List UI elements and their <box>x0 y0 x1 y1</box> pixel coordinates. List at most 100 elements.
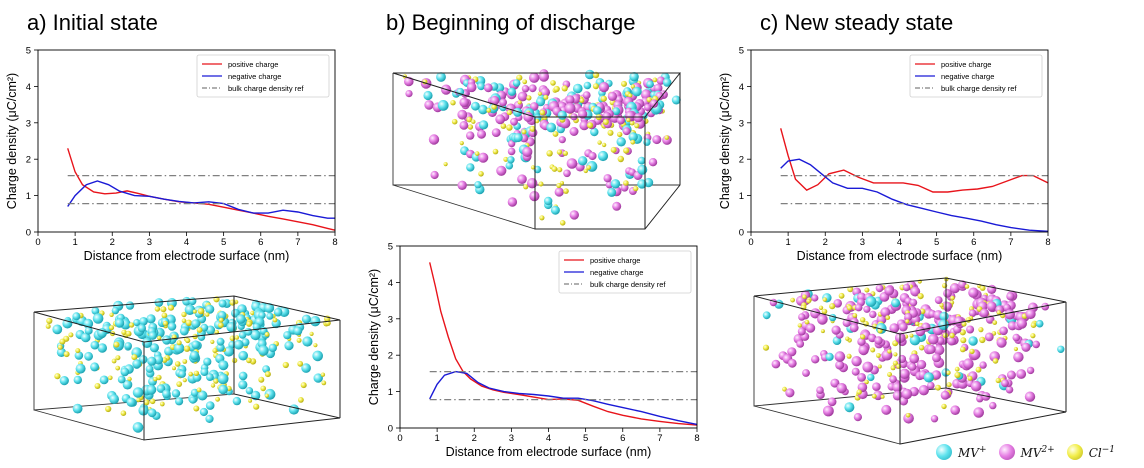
cl-particle <box>210 383 216 388</box>
mv-plus-particle <box>1057 345 1065 353</box>
mv-plus-particle <box>662 78 672 87</box>
mv-2plus-particle <box>483 83 493 93</box>
cl-particle <box>821 308 828 315</box>
mv-plus-particle <box>628 132 638 142</box>
mv-2plus-particle <box>457 109 468 120</box>
cl-particle <box>602 119 609 125</box>
cl-particle <box>450 100 456 106</box>
mv-2plus-particle <box>947 336 956 346</box>
mv-plus-particle <box>610 179 621 189</box>
mv-2plus-particle <box>943 301 952 311</box>
mv-2plus-particle <box>916 359 927 370</box>
mv-plus-particle <box>218 360 229 371</box>
cl-particle <box>506 124 513 131</box>
mv-plus-particle <box>544 196 553 206</box>
cl-particle <box>193 405 200 412</box>
y-tick-label: 4 <box>739 82 744 93</box>
mv-plus-particle <box>478 104 488 115</box>
mv-2plus-particle <box>1004 309 1015 320</box>
cl-particle <box>181 311 187 318</box>
cl-particle <box>131 354 138 361</box>
cl-particle <box>253 403 260 410</box>
y-tick-label: 2 <box>26 155 31 166</box>
cl-particle <box>586 165 592 170</box>
x-tick-label: 6 <box>971 237 976 248</box>
mv-plus-particle <box>546 122 557 133</box>
mv-plus-particle <box>197 333 206 341</box>
mv-2plus-particle <box>908 362 917 371</box>
y-axis-label: Charge density (μC/cm²) <box>718 73 732 209</box>
cl-particle <box>192 309 197 314</box>
mv-2plus-particle <box>872 382 881 391</box>
cl-particle <box>559 220 566 226</box>
mv-plus-particle <box>643 138 651 146</box>
cl-particle <box>845 336 850 341</box>
cl-particle <box>542 115 548 121</box>
mv-2plus-particle <box>405 90 413 98</box>
cl-particle <box>838 292 845 299</box>
mv-plus-particle <box>258 345 269 356</box>
cl-particle <box>829 303 836 310</box>
cl-particle <box>965 317 972 323</box>
x-tick-label: 7 <box>657 433 662 444</box>
cl-particle <box>634 123 640 129</box>
mv-plus-particle <box>585 69 595 80</box>
mv-2plus-particle <box>909 298 918 307</box>
mv-2plus-particle <box>588 151 597 161</box>
cl-particle <box>539 109 546 116</box>
cl-particle <box>552 131 559 137</box>
cl-particle <box>885 315 891 320</box>
cl-particle <box>563 188 569 194</box>
cl-particle <box>538 181 544 187</box>
x-axis-label: Distance from electrode surface (nm) <box>84 249 290 263</box>
mv-2plus-particle <box>1032 340 1040 349</box>
cl-particle <box>905 319 910 324</box>
cl-particle <box>182 359 188 364</box>
mv-2plus-particle <box>827 397 837 407</box>
mv-plus-particle <box>146 384 157 395</box>
mv-2plus-particle <box>930 415 939 423</box>
mv-2plus-particle <box>653 83 663 93</box>
mv-plus-particle <box>535 97 546 107</box>
cl-particle <box>167 304 175 311</box>
mv-plus-particle <box>865 296 877 307</box>
mv-plus-particle <box>125 301 135 310</box>
y-tick-label: 5 <box>26 46 31 57</box>
cl-particle <box>583 168 588 174</box>
cl-particle <box>880 394 885 399</box>
mv-plus-particle <box>52 324 63 335</box>
cl-particle <box>1030 333 1036 339</box>
cl-particle <box>797 323 802 328</box>
mv-plus-particle <box>436 72 446 82</box>
mv-plus-particle <box>590 127 599 137</box>
cl-particle <box>205 312 210 317</box>
mv-plus-particle <box>867 373 875 382</box>
cl-particle <box>890 365 896 371</box>
mv-plus-particle <box>182 296 192 306</box>
mv-2plus-particle <box>979 361 987 369</box>
mv-plus-particle <box>217 310 227 320</box>
cl-particle <box>188 371 193 377</box>
cl-particle <box>964 284 970 289</box>
mv-2plus-particle <box>490 95 500 106</box>
mv-2plus-particle <box>620 183 629 192</box>
mv-2plus-particle <box>428 134 440 145</box>
mv-2plus-particle <box>849 323 859 333</box>
mv-plus-particle <box>156 384 166 393</box>
x-tick-label: 1 <box>72 237 77 248</box>
mv-plus-particle <box>236 314 246 324</box>
mv-plus-particle <box>72 403 83 414</box>
mv-plus-particle <box>132 387 144 398</box>
cl-particle <box>539 215 545 221</box>
mv-2plus-particle <box>478 152 489 163</box>
mv-2plus-particle <box>904 313 913 321</box>
cl-particle <box>969 348 975 355</box>
cl-particle <box>105 405 112 413</box>
mv-2plus-particle <box>517 174 527 184</box>
cl-particle <box>967 375 973 381</box>
mv-2plus-particle <box>496 165 507 176</box>
mv-plus-particle <box>139 317 148 326</box>
mv-2plus-particle <box>897 354 907 364</box>
mv-plus-particle <box>264 303 275 313</box>
mv-plus-particle <box>512 79 521 87</box>
